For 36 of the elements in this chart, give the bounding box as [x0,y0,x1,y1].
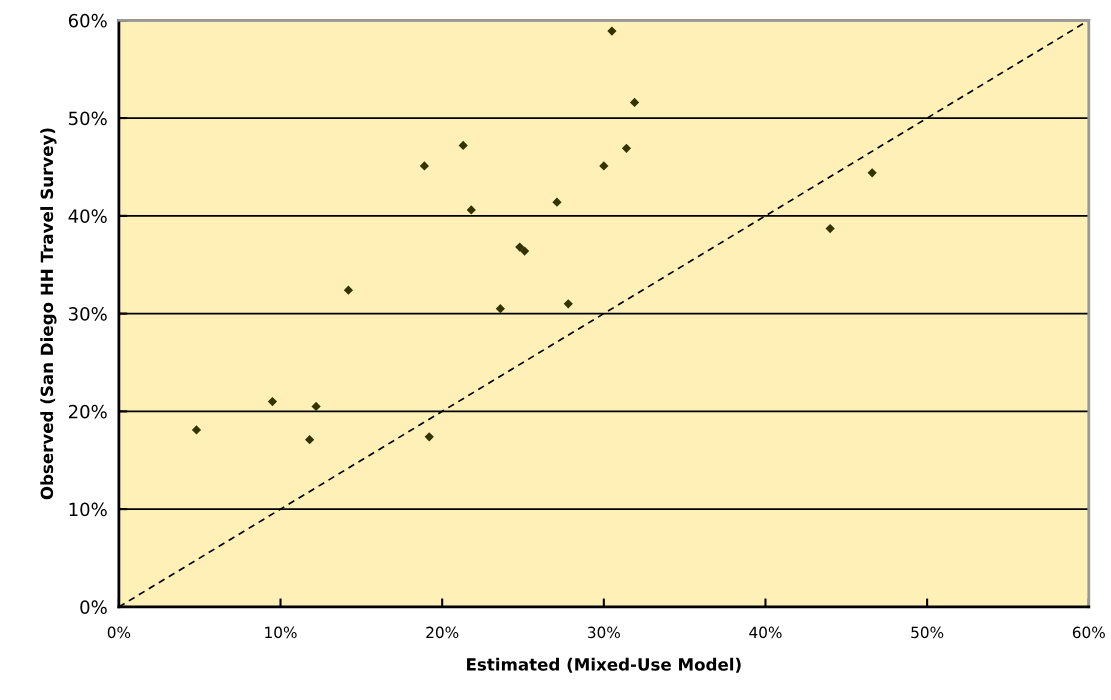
x-axis-title: Estimated (Mixed-Use Model) [467,657,741,673]
point [599,161,609,171]
point [515,242,525,252]
x-tick-label: 10% [265,626,297,639]
point [267,396,278,407]
y-tick-label: 50% [69,111,107,126]
point [563,299,573,309]
point [424,432,434,442]
y-tick-label: 20% [68,404,107,419]
y-tick-label: 10% [69,502,107,517]
point [825,223,835,234]
x-tick-label: 0% [107,626,131,639]
x-tick-label: 50% [911,626,944,639]
point [552,197,562,207]
y-tick-label: 30% [69,307,107,321]
point [305,435,315,445]
y-axis-title: Observed (San Diego HH Travel Survey) [40,128,57,500]
point [466,205,476,215]
x-tick-label: 60% [1072,626,1105,639]
point [607,26,617,36]
point [343,285,354,295]
point [621,143,632,153]
point [458,140,468,151]
point [629,97,640,108]
point [419,161,429,171]
x-tick-label: 40% [749,626,782,639]
y-tick-label: 40% [68,209,107,223]
y-tick-label: 0% [80,600,107,615]
x-tick-label: 20% [426,626,459,639]
point [311,401,321,412]
point [520,246,530,256]
point [867,168,877,178]
point [191,425,202,435]
y-tick-label: 60% [68,13,107,28]
point [495,304,505,314]
x-tick-label: 30% [588,626,620,639]
